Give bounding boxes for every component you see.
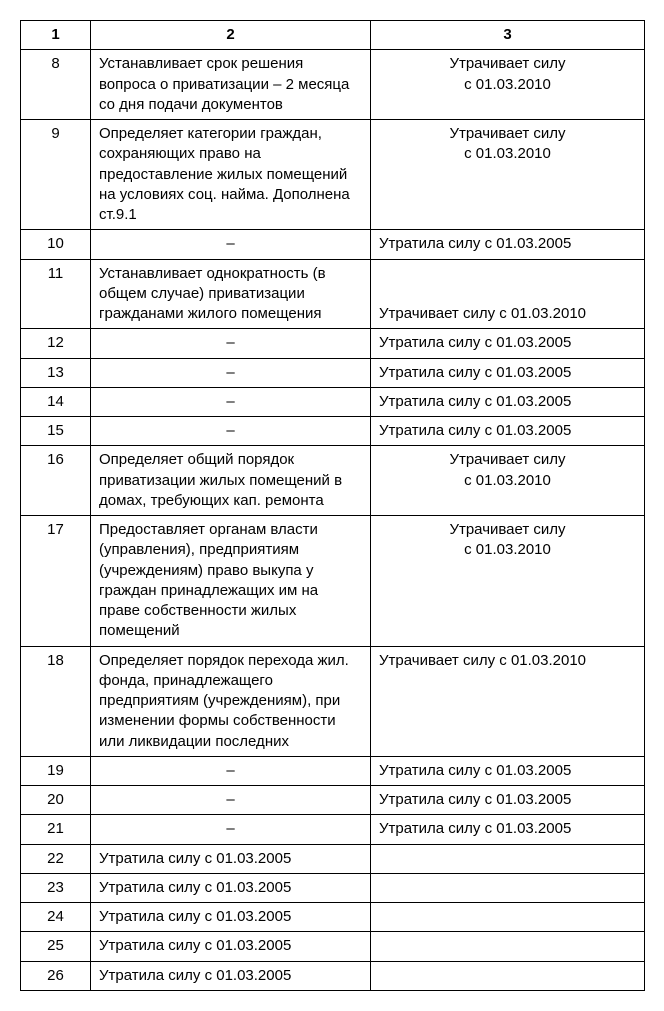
cell-status: Утрачивает силу с 01.03.2010 — [371, 646, 645, 756]
cell-description: – — [91, 786, 371, 815]
cell-status: Утрачивает силус 01.03.2010 — [371, 446, 645, 516]
table-row: 15–Утратила силу с 01.03.2005 — [21, 417, 645, 446]
cell-number: 14 — [21, 387, 91, 416]
cell-number: 26 — [21, 961, 91, 990]
cell-status: Утратила силу с 01.03.2005 — [371, 329, 645, 358]
cell-description: Утратила силу с 01.03.2005 — [91, 844, 371, 873]
cell-description: – — [91, 756, 371, 785]
cell-number: 18 — [21, 646, 91, 756]
cell-description: Предоставляет органам власти (управления… — [91, 516, 371, 647]
col-header-3: 3 — [371, 21, 645, 50]
cell-description: Устанавливает однократность (в общем слу… — [91, 259, 371, 329]
cell-description: – — [91, 815, 371, 844]
cell-number: 16 — [21, 446, 91, 516]
cell-number: 17 — [21, 516, 91, 647]
cell-status: Утрачивает силус 01.03.2010 — [371, 50, 645, 120]
col-header-2: 2 — [91, 21, 371, 50]
cell-description: – — [91, 329, 371, 358]
cell-number: 21 — [21, 815, 91, 844]
cell-status: Утрачивает силу с 01.03.2010 — [371, 259, 645, 329]
cell-status: Утратила силу с 01.03.2005 — [371, 417, 645, 446]
cell-description: – — [91, 358, 371, 387]
cell-description: Утратила силу с 01.03.2005 — [91, 873, 371, 902]
cell-status: Утратила силу с 01.03.2005 — [371, 387, 645, 416]
cell-description: – — [91, 230, 371, 259]
table-row: 22Утратила силу с 01.03.2005 — [21, 844, 645, 873]
cell-description: Утратила силу с 01.03.2005 — [91, 932, 371, 961]
cell-status — [371, 932, 645, 961]
table-row: 8Устанавливает срок решения вопроса о пр… — [21, 50, 645, 120]
cell-status: Утратила силу с 01.03.2005 — [371, 358, 645, 387]
cell-number: 13 — [21, 358, 91, 387]
cell-description: Определяет общий порядок приватизации жи… — [91, 446, 371, 516]
cell-number: 20 — [21, 786, 91, 815]
cell-number: 23 — [21, 873, 91, 902]
table-row: 14–Утратила силу с 01.03.2005 — [21, 387, 645, 416]
table-row: 16Определяет общий порядок приватизации … — [21, 446, 645, 516]
table-row: 10–Утратила силу с 01.03.2005 — [21, 230, 645, 259]
table-row: 21–Утратила силу с 01.03.2005 — [21, 815, 645, 844]
cell-number: 10 — [21, 230, 91, 259]
cell-description: Устанавливает срок решения вопроса о при… — [91, 50, 371, 120]
cell-description: – — [91, 387, 371, 416]
table-row: 9Определяет категории граждан, сохраняющ… — [21, 120, 645, 230]
table-row: 23Утратила силу с 01.03.2005 — [21, 873, 645, 902]
col-header-1: 1 — [21, 21, 91, 50]
regulation-table: 1 2 3 8Устанавливает срок решения вопрос… — [20, 20, 645, 991]
cell-status: Утратила силу с 01.03.2005 — [371, 815, 645, 844]
cell-number: 11 — [21, 259, 91, 329]
cell-description: Определяет категории граждан, сохраняющи… — [91, 120, 371, 230]
table-row: 12–Утратила силу с 01.03.2005 — [21, 329, 645, 358]
cell-status: Утратила силу с 01.03.2005 — [371, 230, 645, 259]
cell-description: Утратила силу с 01.03.2005 — [91, 903, 371, 932]
cell-number: 15 — [21, 417, 91, 446]
table-row: 20–Утратила силу с 01.03.2005 — [21, 786, 645, 815]
cell-description: Утратила силу с 01.03.2005 — [91, 961, 371, 990]
cell-description: – — [91, 417, 371, 446]
cell-status: Утрачивает силус 01.03.2010 — [371, 120, 645, 230]
table-row: 11Устанавливает однократность (в общем с… — [21, 259, 645, 329]
cell-status: Утратила силу с 01.03.2005 — [371, 786, 645, 815]
table-header-row: 1 2 3 — [21, 21, 645, 50]
table-row: 13–Утратила силу с 01.03.2005 — [21, 358, 645, 387]
cell-status: Утратила силу с 01.03.2005 — [371, 756, 645, 785]
cell-description: Определяет порядок перехода жил. фонда, … — [91, 646, 371, 756]
table-row: 18Определяет порядок перехода жил. фонда… — [21, 646, 645, 756]
cell-number: 8 — [21, 50, 91, 120]
cell-status — [371, 961, 645, 990]
cell-number: 25 — [21, 932, 91, 961]
table-body: 8Устанавливает срок решения вопроса о пр… — [21, 50, 645, 991]
cell-number: 24 — [21, 903, 91, 932]
table-row: 17Предоставляет органам власти (управлен… — [21, 516, 645, 647]
cell-status — [371, 873, 645, 902]
cell-status: Утрачивает силус 01.03.2010 — [371, 516, 645, 647]
cell-number: 9 — [21, 120, 91, 230]
cell-number: 19 — [21, 756, 91, 785]
table-row: 24Утратила силу с 01.03.2005 — [21, 903, 645, 932]
table-row: 26Утратила силу с 01.03.2005 — [21, 961, 645, 990]
cell-status — [371, 844, 645, 873]
cell-number: 12 — [21, 329, 91, 358]
cell-status — [371, 903, 645, 932]
cell-number: 22 — [21, 844, 91, 873]
table-row: 25Утратила силу с 01.03.2005 — [21, 932, 645, 961]
table-row: 19–Утратила силу с 01.03.2005 — [21, 756, 645, 785]
